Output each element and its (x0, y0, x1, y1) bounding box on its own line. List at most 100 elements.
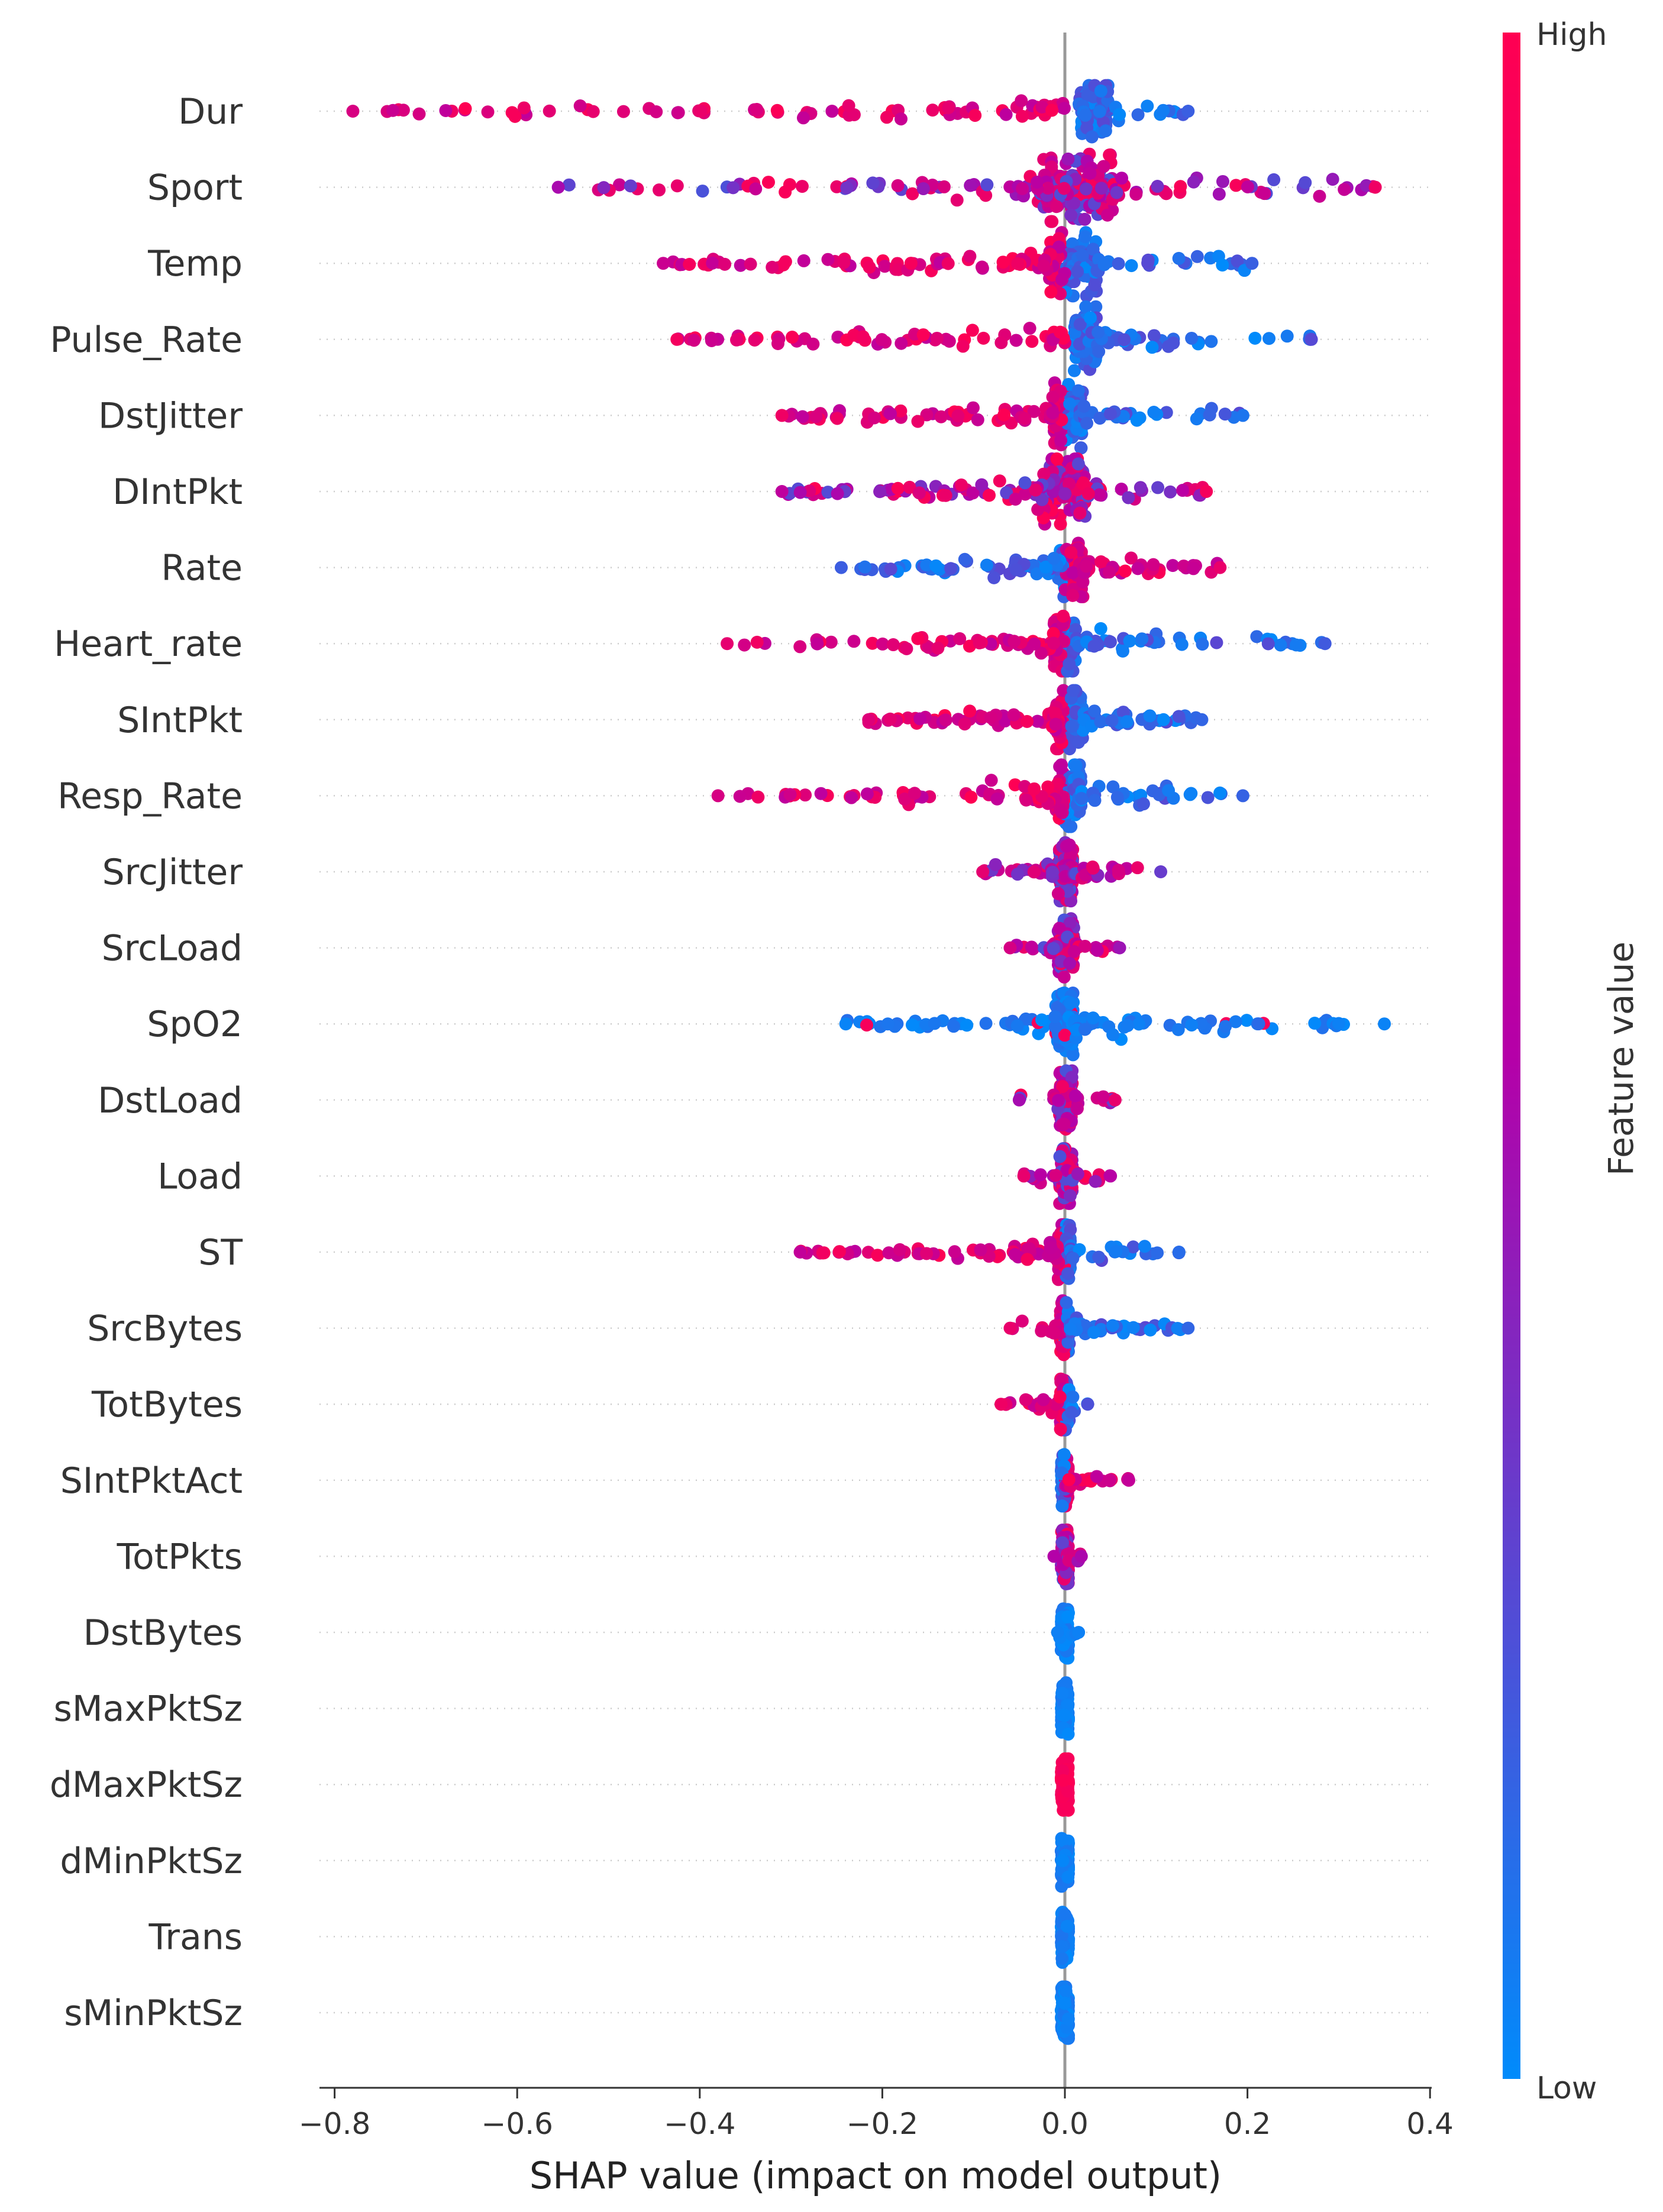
shap-point (1166, 559, 1180, 573)
shap-point (965, 324, 979, 337)
shap-point (1097, 258, 1111, 271)
shap-point (1015, 94, 1028, 108)
shap-point (1037, 259, 1051, 273)
shap-point (1087, 639, 1101, 653)
shap-point (1062, 1473, 1076, 1486)
shap-point (1018, 476, 1032, 490)
shap-point (1134, 481, 1147, 494)
shap-point (1047, 942, 1060, 955)
shap-point (624, 179, 637, 193)
shap-point (908, 787, 922, 800)
shap-point (1094, 182, 1108, 195)
shap-point (982, 489, 996, 502)
shap-point (1106, 1319, 1119, 1333)
shap-point (1010, 868, 1024, 881)
shap-point (1000, 486, 1013, 500)
shap-point (1160, 187, 1173, 200)
shap-point (726, 181, 740, 195)
shap-point (1071, 384, 1085, 397)
shap-point (1144, 1323, 1157, 1337)
feature-labels: DurSportTempPulse_RateDstJitterDIntPktRa… (50, 91, 243, 2034)
shap-point (657, 257, 670, 270)
shap-point (1010, 1019, 1024, 1033)
shap-point (1096, 1090, 1110, 1104)
shap-point (1017, 1169, 1031, 1183)
shap-point (1077, 399, 1091, 413)
shap-point (1063, 477, 1076, 491)
shap-point (893, 1243, 906, 1256)
shap-point (1131, 562, 1145, 575)
shap-point (883, 407, 897, 421)
shap-point (1104, 1169, 1118, 1183)
shap-point (1121, 1019, 1135, 1033)
shap-point (683, 258, 696, 271)
shap-point (1162, 784, 1176, 797)
feature-row-points (1012, 1064, 1122, 1136)
shap-point (866, 636, 879, 650)
shap-point (830, 180, 844, 193)
shap-point (930, 331, 944, 345)
shap-point (947, 1020, 960, 1033)
shap-point (1190, 250, 1204, 263)
shap-point (1025, 335, 1039, 348)
feature-row-points (1017, 1142, 1118, 1210)
shap-point (1023, 1242, 1036, 1256)
shap-point (905, 1018, 919, 1031)
shap-point (1106, 1028, 1120, 1042)
shap-point (860, 787, 874, 801)
shap-point (958, 717, 971, 731)
shap-point (613, 178, 627, 192)
shap-point (1003, 941, 1017, 955)
feature-row-points (670, 300, 1318, 377)
shap-point (1054, 1422, 1067, 1436)
shap-point (1175, 638, 1189, 651)
shap-point (1055, 806, 1069, 819)
shap-point (1090, 943, 1104, 957)
shap-point (1080, 416, 1093, 430)
shap-point (551, 180, 565, 194)
shap-point (1019, 1393, 1032, 1406)
shap-point (1065, 1071, 1078, 1084)
shap-point (1274, 638, 1287, 652)
shap-point (973, 636, 986, 650)
shap-point (1308, 1017, 1322, 1030)
shap-point (963, 639, 976, 653)
shap-point (1174, 180, 1187, 193)
shap-point (1125, 259, 1138, 273)
shap-point (1187, 175, 1200, 189)
shap-point (1126, 1321, 1140, 1334)
shap-point (1065, 1406, 1078, 1419)
shap-point (1041, 182, 1055, 195)
shap-point (1092, 325, 1105, 339)
shap-point (796, 410, 809, 423)
feature-row-points (775, 452, 1213, 531)
feature-label: SpO2 (147, 1004, 243, 1045)
shap-point (950, 193, 964, 207)
shap-point (439, 104, 453, 117)
shap-point (994, 1398, 1008, 1411)
shap-point (1185, 331, 1199, 345)
feature-row-points (1054, 1752, 1076, 1817)
shap-point (1054, 434, 1067, 447)
shap-point (906, 187, 919, 200)
shap-point (793, 486, 807, 499)
shap-point (1115, 172, 1129, 185)
shap-point (979, 1017, 993, 1030)
shap-point (1055, 1940, 1069, 1954)
shap-point (1219, 1020, 1232, 1033)
feature-label: SrcJitter (102, 852, 243, 893)
shap-point (1080, 560, 1093, 573)
shap-point (863, 260, 876, 274)
shap-point (1063, 956, 1077, 970)
shap-point (1074, 1550, 1088, 1563)
shap-point (1048, 1020, 1062, 1034)
shap-point (1067, 945, 1081, 958)
shap-point (963, 704, 977, 718)
shap-point (948, 1245, 961, 1259)
shap-point (1055, 1536, 1069, 1550)
shap-point (891, 179, 905, 192)
feature-label: DstJitter (98, 395, 243, 436)
shap-point (934, 410, 948, 423)
feature-row-points (862, 684, 1209, 756)
shap-point (750, 103, 764, 117)
